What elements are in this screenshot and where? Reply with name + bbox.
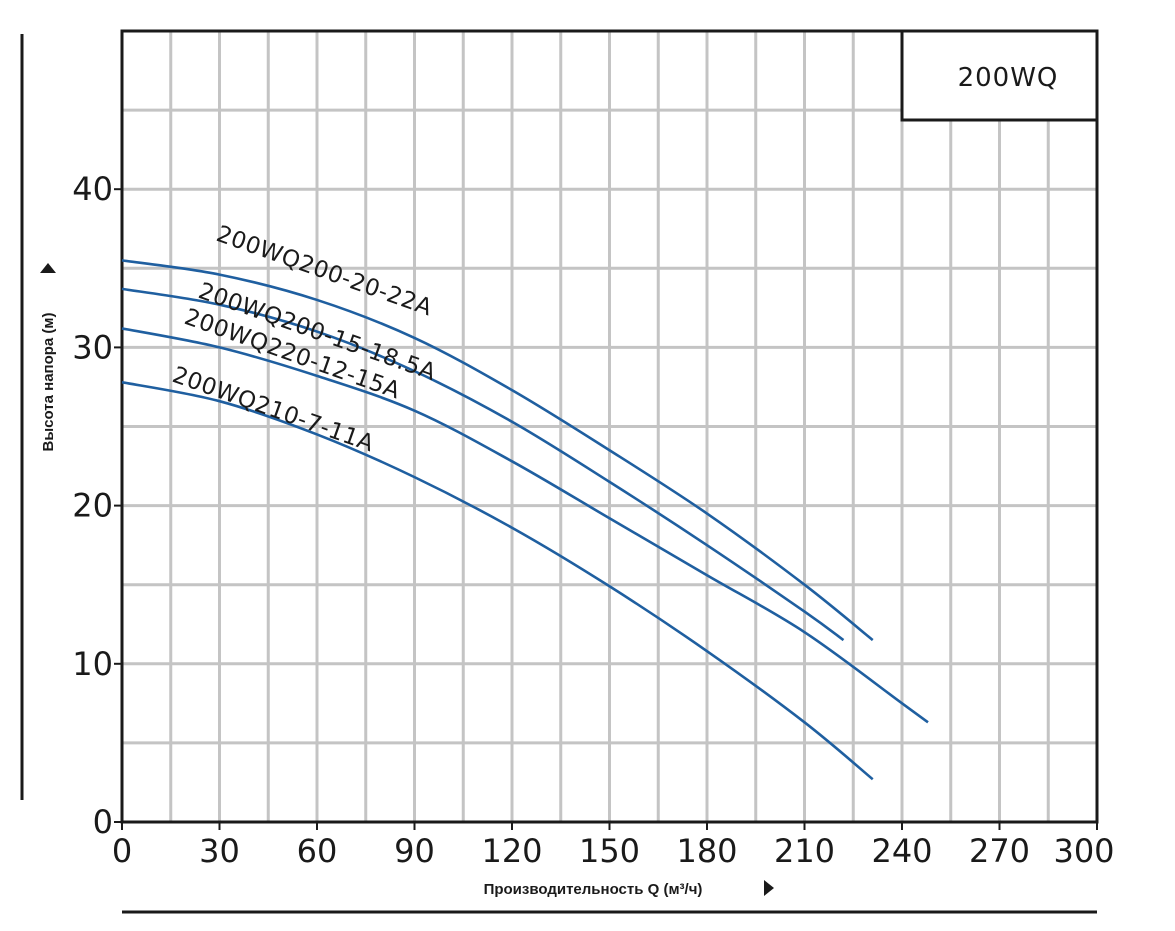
y-tick-labels: 0 10 20 30 40	[72, 170, 122, 841]
x-tick-label: 90	[394, 832, 435, 870]
series-line-3	[121, 327, 929, 724]
x-axis-arrow-icon	[764, 880, 774, 896]
model-title-box: 200WQ	[900, 29, 1099, 122]
x-tick-label: 60	[297, 832, 338, 870]
y-tick-label: 30	[72, 328, 113, 366]
x-axis-title-group: Производительность Q (м³/ч)	[484, 880, 774, 898]
series-labels: 200WQ200-20-22A200WQ200-15-18.5A200WQ220…	[169, 221, 439, 457]
y-tick-label: 10	[72, 645, 113, 683]
series-line-4	[121, 380, 874, 781]
x-tick-label: 0	[112, 832, 132, 870]
y-tick-label: 40	[72, 170, 113, 208]
x-tick-label: 300	[1053, 832, 1114, 870]
y-axis-arrow-icon	[40, 263, 56, 273]
y-tick-label: 0	[93, 803, 113, 841]
chart-title: 200WQ	[958, 63, 1059, 93]
y-axis-title: Высота напора (м)	[40, 312, 57, 451]
x-tick-label: 210	[774, 832, 835, 870]
x-tick-label: 240	[871, 832, 932, 870]
x-tick-label: 270	[969, 832, 1030, 870]
series-line-1	[121, 259, 874, 642]
x-tick-label: 150	[579, 832, 640, 870]
x-axis-title: Производительность Q (м³/ч)	[484, 881, 703, 898]
grid-lines	[122, 31, 1097, 822]
y-tick-label: 20	[72, 487, 113, 525]
series-group	[121, 259, 929, 781]
series-line-2	[121, 287, 845, 642]
y-axis-title-group: Высота напора (м)	[40, 263, 57, 452]
x-tick-labels: 0 30 60 90 120 150 180 210 240 270 300	[112, 822, 1115, 870]
x-tick-label: 180	[676, 832, 737, 870]
x-tick-label: 120	[481, 832, 542, 870]
x-tick-label: 30	[199, 832, 240, 870]
